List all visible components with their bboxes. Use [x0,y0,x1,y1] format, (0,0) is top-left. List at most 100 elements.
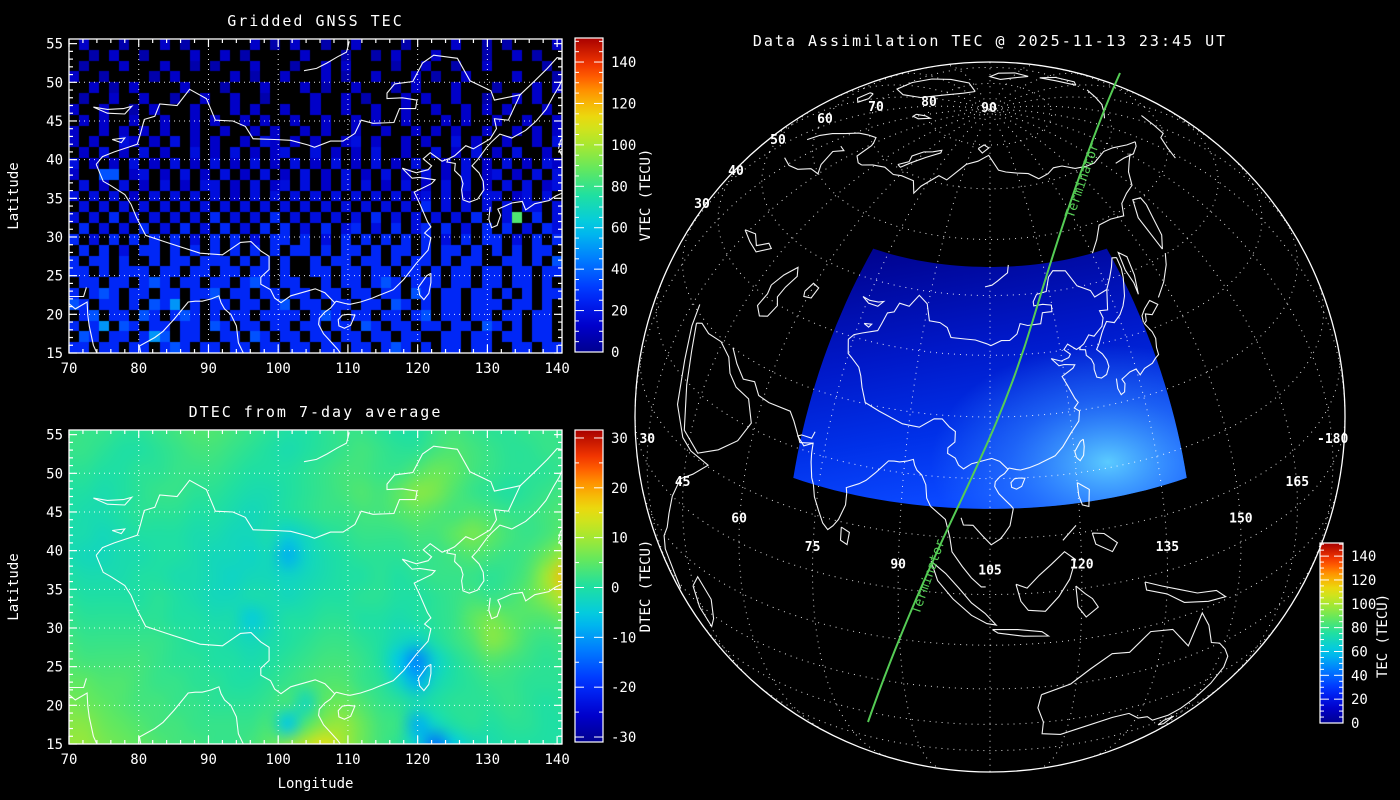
colorbar-tick-label: 100 [611,138,636,154]
x-tick-label: 140 [544,361,569,377]
colorbar: 30 20 10 0 -10 -20 -30 [574,429,636,746]
y-tick-label: 35 [46,191,63,207]
globe-coastline [1008,343,1081,471]
globe-coastline [1157,715,1175,726]
colorbar-tick-label: 0 [1351,716,1359,732]
colorbar-tick-label: 60 [1351,644,1368,660]
coastlines [69,41,562,353]
colorbar-tick-label: 100 [1351,597,1376,613]
globe-coastline [1102,257,1126,329]
colorbar: 0 20 40 60 80 100 120 140 [1319,542,1376,732]
x-tick-label: 80 [130,752,147,768]
globe-coastline [862,296,886,307]
colorbar-tick-label: 80 [1351,621,1368,637]
colorbar-tick-label: 20 [611,304,628,320]
globe-title: Data Assimilation TEC @ 2025-11-13 23:45… [752,32,1228,50]
globe-coastline [847,339,1009,470]
x-tick-label: 140 [544,752,569,768]
globe-coastline [1075,585,1100,618]
y-tick-label: 55 [46,37,63,53]
globe-coastline [796,431,816,485]
y-tick-label: 20 [46,698,63,714]
globe-coastline [1091,153,1133,254]
globe-coastline [847,270,1109,348]
x-tick-label: 80 [130,361,147,377]
globe-coastline [930,505,986,588]
coastlines [69,432,562,744]
panel-axes: 70 80 90 100 110 120 130 140 55 50 45 40 35 30 25 20 15 [46,428,570,768]
y-tick-label: 55 [46,428,63,444]
globe-coastline [744,229,773,253]
globe-coastline [977,144,990,154]
colorbar-tick-label: 120 [611,96,636,112]
globe-lat-label: 60 [817,112,833,127]
colorbar-tick-label: -10 [611,630,636,646]
gnss-tec-title: Gridded GNSS TEC [227,12,404,30]
y-tick-label: 30 [46,230,63,246]
colorbar-tick-label: 10 [611,531,628,547]
globe-coastline [992,629,1051,637]
colorbar-tick-label: 140 [1351,549,1376,565]
globe-lon-label: 135 [1156,540,1179,555]
colorbar: 0 20 40 60 80 100 120 140 [574,37,636,361]
tec-colorbar-label: TEC (TECU) [1375,593,1391,679]
globe-coastline [1117,251,1139,295]
x-tick-label: 70 [61,361,78,377]
y-tick-label: 20 [46,307,63,323]
colorbar-tick-label: 0 [611,580,619,596]
globe-coastline [732,347,814,444]
globe-coastline [839,526,851,546]
globe-lat-label: 50 [770,133,786,148]
x-tick-label: 90 [200,361,217,377]
globe-coastline [1106,257,1117,290]
globe-coastline [1079,328,1110,379]
globe-coastline [1157,253,1167,298]
globe-coastline [1074,438,1085,462]
y-tick-label: 50 [46,466,63,482]
globe-lat-label: 80 [921,95,937,110]
colorbar-tick-label: 0 [611,345,619,361]
globe-coastline [692,575,715,628]
globe-lat-label: 30 [694,197,710,212]
dtec-title: DTEC from 7-day average [188,403,443,421]
y-tick-label: 25 [46,660,63,676]
y-tick-label: 25 [46,269,63,285]
colorbar-tick-label: 140 [611,55,636,71]
globe-coastline [1141,115,1176,159]
globe-coastline [1037,611,1229,735]
globe-coastline [1039,76,1077,86]
globe-limb [634,61,1346,773]
x-tick-label: 100 [266,361,291,377]
x-tick-label: 130 [475,752,500,768]
dtec-colorbar-label: DTEC (TECU) [638,539,654,633]
colorbar-tick-label: 60 [611,221,628,237]
globe-lon-label: 90 [890,558,906,573]
globe-coastline [1132,197,1163,250]
globe-lat-label: 70 [868,100,884,115]
globe-lon-label: -180 [1317,432,1348,447]
y-tick-label: 15 [46,737,63,753]
colorbar-tick-label: 20 [611,481,628,497]
globe-coastline [1010,477,1026,490]
globe-coastline [1076,482,1090,508]
colorbar-tick-label: 40 [611,262,628,278]
globe-coastline [863,322,873,328]
x-tick-label: 100 [266,752,291,768]
y-tick-label: 15 [46,346,63,362]
globe-lat-label: 90 [981,101,997,116]
globe-coastline [1144,581,1228,603]
globe-coastline [861,141,1136,195]
y-tick-label: 30 [46,621,63,637]
globe-coastline [1086,89,1106,119]
globe-lon-label: 150 [1229,512,1253,527]
x-tick-label: 110 [335,361,360,377]
globe-coastline [1091,532,1119,553]
globe-coastline [845,458,931,507]
globe-coastline [1115,299,1160,396]
y-tick-label: 40 [46,544,63,560]
latitude-axis-label-bottom: Latitude [6,553,22,621]
terminator-line [867,72,1121,723]
colorbar-tick-label: 80 [611,179,628,195]
globe-coastline [930,560,998,626]
